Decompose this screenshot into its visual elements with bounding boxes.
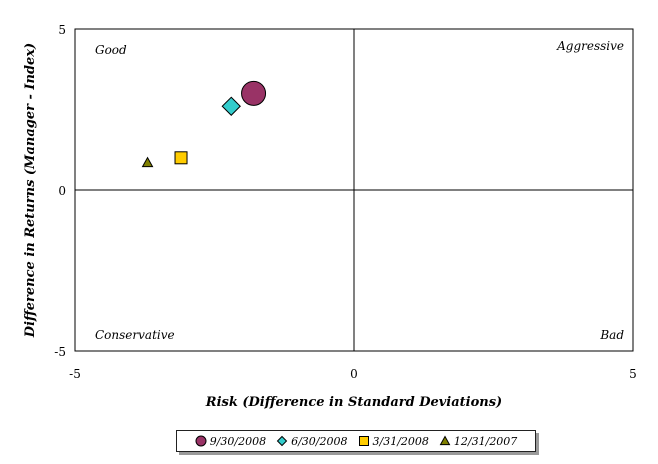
- legend-marker-circle-icon: [195, 435, 207, 447]
- legend-label: 6/30/2008: [291, 434, 348, 448]
- quadrant-label-aggressive: Aggressive: [556, 39, 624, 53]
- x-tick-label-right: 5: [629, 367, 637, 381]
- y-tick-label-mid: 0: [58, 184, 66, 198]
- chart-legend: 9/30/2008 6/30/2008 3/31/2008 12/31/2007: [176, 430, 536, 452]
- legend-item: 6/30/2008: [276, 434, 348, 448]
- legend-marker-circle: [195, 435, 207, 447]
- y-tick-label-top: 5: [58, 23, 66, 37]
- legend-marker-diamond-icon: [276, 435, 288, 447]
- legend-item: 3/31/2008: [358, 435, 429, 448]
- data-point-triangle: [141, 156, 154, 168]
- data-point-diamond: [221, 96, 241, 116]
- data-points: [141, 80, 267, 168]
- data-point-circle: [241, 80, 267, 106]
- quadrant-label-good: Good: [95, 43, 127, 57]
- legend-marker-square-icon: [358, 436, 369, 446]
- y-axis-title: Difference in Returns (Manager - Index): [23, 43, 38, 338]
- legend-marker-diamond: [276, 435, 288, 447]
- x-tick-label-left: -5: [69, 367, 81, 381]
- y-tick-label-bottom: -5: [54, 345, 66, 359]
- quadrant-label-conservative: Conservative: [95, 328, 175, 342]
- data-point-square: [174, 151, 188, 165]
- legend-marker-triangle: [439, 435, 451, 446]
- legend-marker-triangle-icon: [439, 435, 451, 446]
- x-tick-label-mid: 0: [350, 367, 358, 381]
- scatter-chart: 5 0 -5 -5 0 5 Risk (Difference in Standa…: [23, 23, 637, 410]
- legend-marker-square: [358, 436, 369, 446]
- legend-item: 12/31/2007: [439, 435, 517, 448]
- legend-label: 3/31/2008: [372, 434, 429, 448]
- legend-label: 12/31/2007: [453, 434, 518, 448]
- x-axis-title: Risk (Difference in Standard Deviations): [205, 395, 502, 410]
- quadrant-label-bad: Bad: [599, 328, 624, 342]
- legend-item: 9/30/2008: [195, 435, 266, 448]
- legend-label: 9/30/2008: [209, 434, 267, 448]
